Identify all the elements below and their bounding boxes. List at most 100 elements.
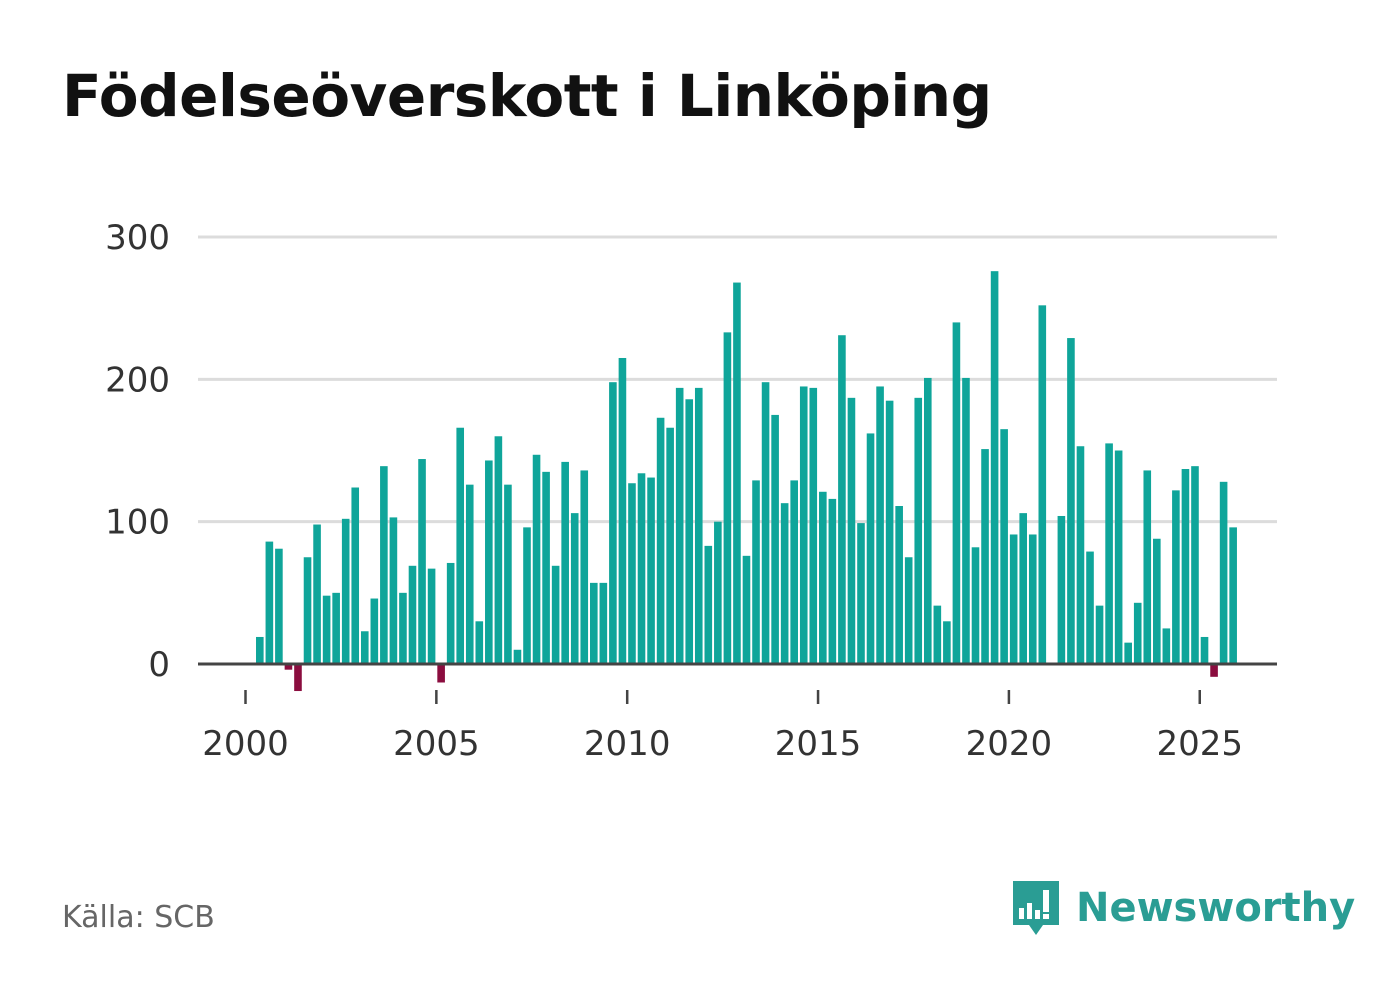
bar — [351, 487, 360, 664]
bar — [952, 322, 961, 664]
y-tick-label: 0 — [148, 645, 170, 685]
x-tick-label: 2020 — [966, 724, 1053, 764]
bar — [485, 460, 493, 664]
bar — [1124, 642, 1132, 664]
bar-chart: 0 100 200 300 2000 2005 2010 2015 2020 2025 — [105, 218, 1277, 764]
bar — [332, 592, 340, 665]
bar — [341, 518, 350, 664]
bar — [532, 454, 541, 664]
bar — [1057, 515, 1066, 664]
x-tick-label: 2015 — [775, 724, 862, 764]
bar — [895, 506, 903, 664]
bar — [866, 433, 875, 664]
bar — [284, 664, 293, 670]
bar — [1181, 469, 1190, 664]
bar — [370, 598, 379, 664]
bar — [1000, 429, 1008, 664]
bar — [313, 524, 321, 664]
bar — [780, 503, 789, 664]
bar — [437, 664, 445, 683]
bar — [551, 565, 560, 664]
bar — [656, 417, 665, 664]
chart-title: Födelseöverskott i Linköping — [62, 62, 992, 130]
bar — [504, 484, 512, 664]
bar — [904, 557, 913, 664]
bar — [1219, 481, 1228, 664]
bar — [666, 427, 674, 664]
bar — [828, 498, 837, 664]
bar — [694, 387, 703, 664]
bar — [542, 471, 550, 664]
bar — [1191, 466, 1199, 664]
bar — [962, 377, 970, 664]
bar — [513, 649, 522, 664]
bar — [1210, 664, 1218, 677]
bar — [1076, 446, 1085, 664]
bar — [990, 271, 999, 664]
source-label: Källa: SCB — [62, 900, 215, 935]
bar — [733, 282, 741, 664]
bar — [981, 449, 989, 664]
bar — [809, 387, 818, 664]
bar — [360, 631, 369, 664]
bar — [256, 636, 264, 664]
bar — [675, 387, 684, 664]
bar — [380, 466, 388, 664]
bar — [761, 382, 770, 664]
bar — [723, 332, 732, 664]
bar — [1009, 534, 1018, 664]
x-tick-label: 2010 — [584, 724, 671, 764]
bar — [399, 592, 407, 665]
bar — [857, 523, 865, 664]
bar — [704, 545, 713, 664]
bar-chart-speech-bubble-icon — [1013, 881, 1059, 935]
bar — [637, 473, 646, 664]
bar — [1229, 527, 1237, 664]
bar — [580, 470, 589, 664]
bar — [303, 557, 312, 664]
bar — [799, 386, 808, 664]
brand-logo: Newsworthy — [1010, 876, 1355, 940]
bar — [714, 521, 722, 664]
bar — [1105, 443, 1113, 664]
bar — [418, 459, 426, 664]
bar — [523, 527, 531, 664]
bar — [847, 397, 856, 664]
bar — [685, 399, 694, 664]
bar — [752, 480, 760, 664]
bar — [790, 480, 798, 664]
bar — [561, 461, 569, 664]
bar — [427, 568, 436, 664]
bar — [1143, 470, 1152, 664]
y-tick-label: 100 — [105, 503, 170, 543]
bar — [618, 357, 627, 664]
bar — [456, 427, 465, 664]
bar — [885, 400, 894, 664]
bar — [628, 483, 636, 664]
x-axis-ticks: 2000 2005 2010 2015 2020 2025 — [202, 690, 1243, 764]
bar — [294, 664, 302, 692]
bar — [1028, 534, 1037, 664]
bar — [446, 562, 455, 664]
bar — [933, 605, 942, 664]
x-tick-label: 2000 — [202, 724, 289, 764]
bar — [1153, 538, 1161, 664]
bar — [590, 582, 598, 664]
bar — [475, 621, 484, 664]
bar — [1114, 450, 1123, 664]
bar — [876, 386, 884, 664]
x-tick-label: 2005 — [393, 724, 480, 764]
bar — [1172, 490, 1180, 664]
bar — [494, 436, 503, 664]
bar — [943, 621, 951, 664]
bar — [599, 582, 608, 664]
bar — [771, 414, 779, 664]
bar — [819, 491, 827, 664]
bar — [1067, 338, 1075, 664]
bar — [647, 477, 655, 664]
y-tick-label: 200 — [105, 360, 170, 400]
bar — [322, 595, 331, 664]
bar — [1133, 602, 1142, 664]
brand-name: Newsworthy — [1076, 885, 1356, 931]
bar — [265, 541, 274, 664]
